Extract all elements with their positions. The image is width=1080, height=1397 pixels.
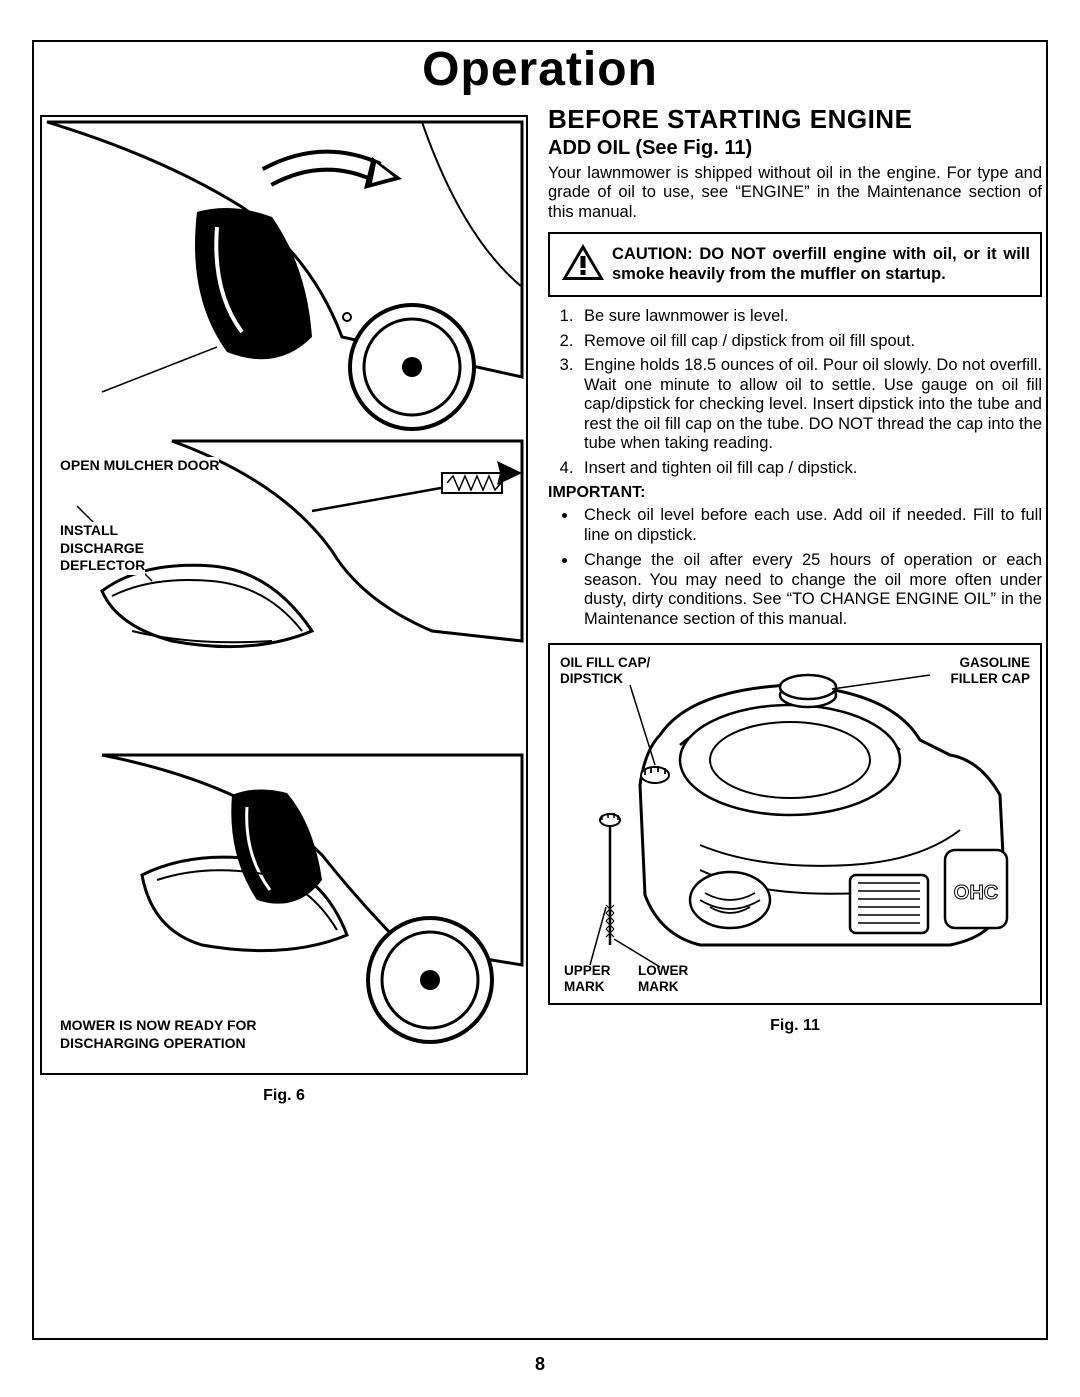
left-column: OPEN MULCHER DOOR INSTALL DISCHARGE DEFL… xyxy=(40,115,528,1105)
right-column: BEFORE STARTING ENGINE ADD OIL (See Fig.… xyxy=(548,104,1042,1035)
fig6-panel1-svg xyxy=(42,117,526,437)
label-ready: MOWER IS NOW READY FOR DISCHARGING OPERA… xyxy=(60,1017,257,1052)
label-lower-mark: LOWER MARK xyxy=(638,963,688,995)
svg-text:OHC: OHC xyxy=(954,882,998,904)
step-item: Be sure lawnmower is level. xyxy=(578,307,1042,326)
step-item: Insert and tighten oil fill cap / dipsti… xyxy=(578,459,1042,478)
fig6-panel2-svg xyxy=(42,431,526,751)
important-label: IMPORTANT: xyxy=(548,484,1042,502)
bullet-item: Check oil level before each use. Add oil… xyxy=(578,506,1042,545)
figure-6-box: OPEN MULCHER DOOR INSTALL DISCHARGE DEFL… xyxy=(40,115,528,1075)
bullet-item: Change the oil after every 25 hours of o… xyxy=(578,551,1042,629)
label-gasoline-cap: GASOLINE FILLER CAP xyxy=(951,655,1031,687)
caution-box: CAUTION: DO NOT overfill engine with oil… xyxy=(548,232,1042,297)
bullets-list: Check oil level before each use. Add oil… xyxy=(548,506,1042,629)
figure-11-box: OHC OIL FILL CAP/ DIPSTICK GASOLINE FILL… xyxy=(548,643,1042,1005)
label-upper-mark: UPPER MARK xyxy=(564,963,611,995)
label-open-mulcher: OPEN MULCHER DOOR xyxy=(60,457,219,475)
steps-list: Be sure lawnmower is level. Remove oil f… xyxy=(548,307,1042,478)
caution-text: CAUTION: DO NOT overfill engine with oil… xyxy=(612,245,1030,284)
section-title: Operation xyxy=(410,42,670,97)
heading-before-starting: BEFORE STARTING ENGINE xyxy=(548,104,1042,135)
fig11-engine-svg: OHC xyxy=(550,645,1040,1003)
fig11-caption: Fig. 11 xyxy=(548,1017,1042,1035)
page-number: 8 xyxy=(535,1354,545,1375)
label-oil-fill-cap: OIL FILL CAP/ DIPSTICK xyxy=(560,655,650,687)
step-item: Remove oil fill cap / dipstick from oil … xyxy=(578,332,1042,351)
step-item: Engine holds 18.5 ounces of oil. Pour oi… xyxy=(578,356,1042,453)
fig6-caption: Fig. 6 xyxy=(40,1087,528,1105)
intro-paragraph: Your lawnmower is shipped without oil in… xyxy=(548,164,1042,222)
label-install-deflector: INSTALL DISCHARGE DEFLECTOR xyxy=(60,522,145,575)
warning-icon xyxy=(560,242,612,287)
heading-add-oil: ADD OIL (See Fig. 11) xyxy=(548,137,1042,160)
